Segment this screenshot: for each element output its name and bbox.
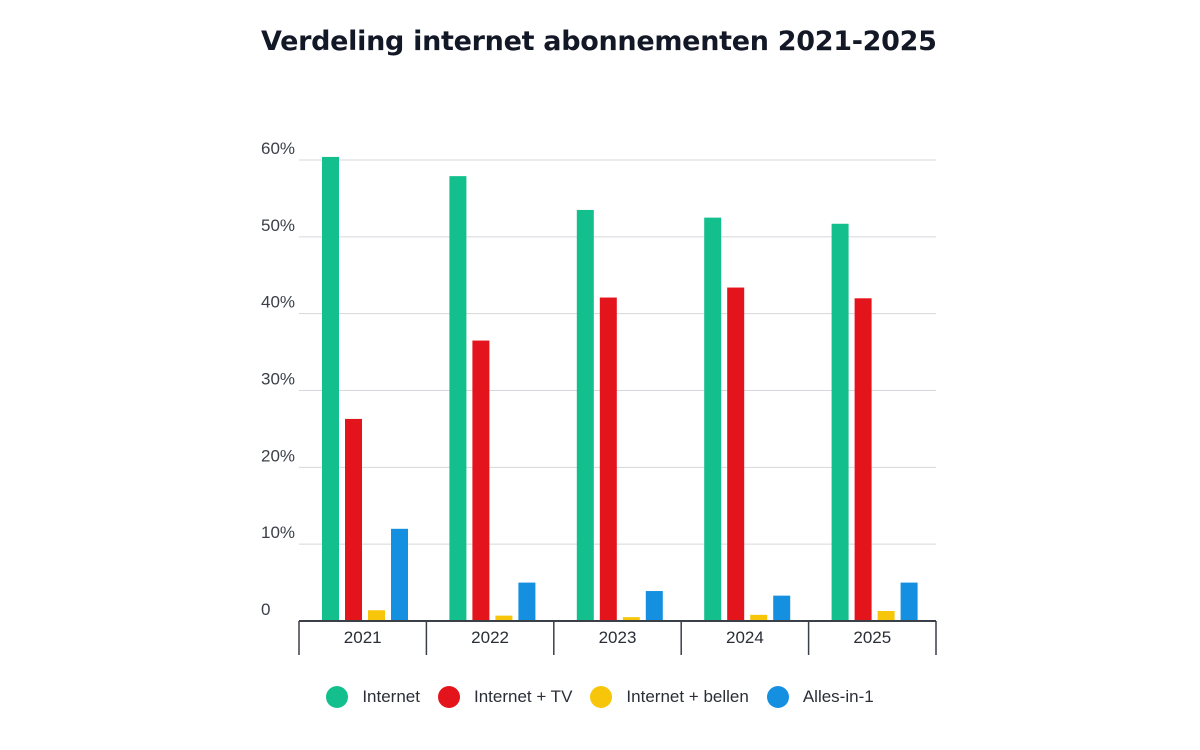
bar-alles-in-1-2025 [900, 582, 918, 621]
x-axis: 2021 2022 2023 2024 2025 [298, 620, 937, 655]
legend-item-alles-in-1[interactable]: Alles-in-1 [766, 686, 874, 708]
y-tick-label: 20% [261, 446, 295, 465]
bar-internet-bellen-2024 [750, 614, 768, 621]
bar-internet-tv-2025 [854, 298, 872, 621]
y-tick-label: 40% [261, 293, 295, 312]
chart-title: Verdeling internet abonnementen 2021-202… [261, 26, 937, 57]
y-tick-label: 50% [261, 216, 295, 235]
bar-internet-bellen-2025 [877, 611, 895, 621]
x-tick-label: 2021 [344, 628, 382, 647]
x-tick-label: 2023 [599, 628, 637, 647]
bar-internet-tv-2022 [472, 340, 490, 621]
legend-item-internet-bellen[interactable]: Internet + bellen [590, 686, 749, 708]
y-tick-label: 10% [261, 523, 295, 542]
x-tick-label: 2024 [726, 628, 764, 647]
bar-internet-bellen-2021 [368, 610, 385, 621]
y-tick-label: 30% [261, 370, 295, 389]
bars [322, 156, 918, 622]
x-tick-label: 2022 [471, 628, 509, 647]
bar-alles-in-1-2021 [391, 528, 408, 621]
legend-label: Alles-in-1 [802, 687, 874, 706]
y-tick-label: 0 [261, 600, 270, 619]
x-tick-label: 2025 [853, 628, 891, 647]
bar-internet-bellen-2023 [622, 617, 640, 621]
bar-internet-2024 [704, 217, 722, 621]
legend-swatch-alles-in-1 [766, 686, 789, 708]
legend-item-internet[interactable]: Internet [326, 686, 420, 708]
y-axis-labels: 0 10% 20% 30% 40% 50% 60% [261, 139, 295, 619]
bar-internet-bellen-2022 [495, 615, 513, 621]
legend: Internet Internet + TV Internet + bellen… [0, 686, 1200, 708]
bar-internet-tv-2024 [727, 287, 745, 621]
bar-internet-2023 [576, 209, 594, 622]
bar-internet-2022 [449, 176, 467, 621]
bar-alles-in-1-2023 [645, 591, 663, 621]
bar-internet-2025 [831, 223, 849, 621]
bar-internet-tv-2023 [599, 297, 617, 621]
legend-item-internet-tv[interactable]: Internet + TV [437, 686, 573, 708]
y-tick-label: 60% [261, 139, 295, 158]
legend-label: Internet + bellen [626, 687, 749, 706]
bar-alles-in-1-2024 [773, 595, 791, 621]
legend-label: Internet + TV [473, 687, 573, 706]
bar-alles-in-1-2022 [518, 582, 536, 621]
bar-internet-tv-2021 [345, 418, 362, 621]
legend-swatch-internet [326, 686, 349, 708]
bar-internet-2021 [322, 156, 339, 621]
legend-label: Internet [362, 687, 420, 706]
legend-swatch-internet-bellen [590, 686, 613, 708]
legend-swatch-internet-tv [437, 686, 460, 708]
